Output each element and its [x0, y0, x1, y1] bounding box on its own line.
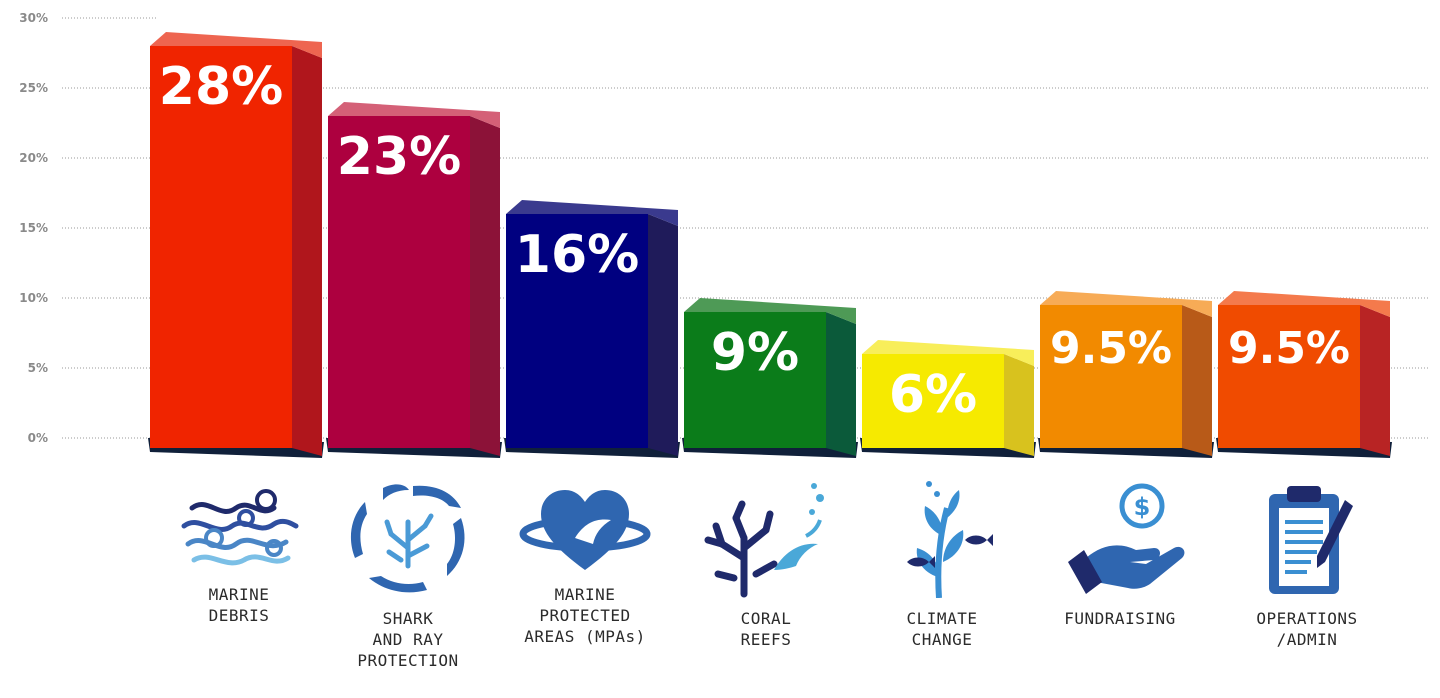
y-tick-label: 5% — [28, 361, 48, 375]
shark-ray-icon — [350, 484, 465, 593]
bar-side — [292, 46, 322, 456]
data-label: 9.5% — [1228, 323, 1350, 374]
coral-reef-icon — [704, 483, 824, 598]
category-coral-reefs: CORAL REEFS — [681, 478, 851, 650]
category-marine-debris: MARINE DEBRIS — [154, 478, 324, 626]
category-shark-and-ray: SHARK AND RAY PROTECTION — [323, 478, 493, 671]
marine-protected-area-icon — [519, 490, 651, 570]
svg-text:$: $ — [1134, 493, 1151, 521]
category-label: OPERATIONS /ADMIN — [1256, 609, 1358, 649]
category-operations-admin: OPERATIONS /ADMIN — [1222, 478, 1392, 650]
bar-top — [1040, 291, 1212, 317]
category-fundraising: $ FUNDRAISING — [1035, 478, 1205, 629]
operations-admin-icon — [1269, 486, 1353, 594]
bar-top — [328, 102, 500, 128]
category-climate-change: CLIMATE CHANGE — [857, 478, 1027, 650]
y-tick-label: 25% — [19, 81, 48, 95]
fundraising-icon: $ — [1068, 483, 1185, 594]
y-tick-label: 30% — [19, 11, 48, 25]
bar-side — [826, 312, 856, 456]
category-label: SHARK AND RAY PROTECTION — [357, 609, 459, 670]
bar-top — [150, 32, 322, 58]
category-label: CLIMATE CHANGE — [906, 609, 978, 649]
bar — [684, 312, 826, 448]
bar-side — [1360, 305, 1390, 456]
bar-side — [1182, 305, 1212, 456]
bar-chart: 0% 5% 10% 15% 20% 25% 30% 28% 23% 16% 9% 6% 9.5% 9.5% — [19, 11, 1428, 458]
category-label: FUNDRAISING — [1064, 609, 1176, 628]
bar — [506, 214, 648, 448]
data-label: 23% — [337, 127, 461, 187]
bar-side — [470, 116, 500, 456]
bar — [328, 116, 470, 448]
y-tick-label: 10% — [19, 291, 48, 305]
data-label: 28% — [159, 57, 283, 117]
y-tick-label: 0% — [28, 431, 48, 445]
bar-top — [684, 298, 856, 324]
climate-change-icon — [907, 481, 993, 598]
bar — [1218, 305, 1360, 448]
category-label: CORAL REEFS — [740, 609, 792, 649]
bar-side — [1004, 354, 1034, 456]
bar-top — [862, 340, 1034, 366]
data-label: 6% — [889, 365, 977, 425]
category-row: MARINE DEBRIS SHARK AND RAY PROTECTION — [0, 478, 1440, 698]
category-label: MARINE DEBRIS — [208, 585, 270, 625]
bar — [1040, 305, 1182, 448]
bar-top — [506, 200, 678, 226]
y-tick-label: 20% — [19, 151, 48, 165]
bar-side — [648, 214, 678, 456]
y-tick-label: 15% — [19, 221, 48, 235]
category-label: MARINE PROTECTED AREAS (MPAs) — [524, 585, 646, 646]
data-label: 9.5% — [1050, 323, 1172, 374]
data-label: 9% — [711, 323, 799, 383]
bar-top — [1218, 291, 1390, 317]
bar — [862, 354, 1004, 448]
marine-debris-icon — [181, 489, 299, 566]
data-label: 16% — [515, 225, 639, 285]
bar — [150, 46, 292, 448]
category-marine-protected-areas: MARINE PROTECTED AREAS (MPAs) — [500, 478, 670, 647]
